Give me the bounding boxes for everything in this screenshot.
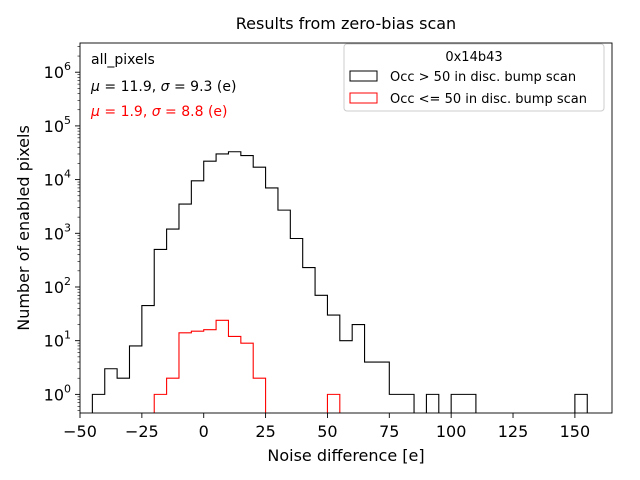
legend: 0x14b43 Occ > 50 in disc. bump scan Occ … [343,43,605,112]
x-tick-label: 100 [436,422,467,441]
x-axis: −50 −25 0 25 50 75 100 125 150 [63,413,590,441]
stat-sigma-value: 8.8 [181,104,203,120]
stat-mu-value: 11.9 [121,79,152,95]
y-tick-label: 101 [44,329,71,351]
x-axis-label: Noise difference [e] [267,446,424,465]
annotation-stats-red: μ = 1.9, σ = 8.8 (e) [90,104,228,120]
stat-mu-symbol: μ [90,79,100,95]
x-tick-label: 25 [255,422,275,441]
stat-mu-value: 1.9 [121,104,143,120]
legend-entry-label: Occ <= 50 in disc. bump scan [390,92,587,107]
y-tick-label: 100 [44,382,71,404]
chart-title: Results from zero-bias scan [236,14,456,33]
histogram-series-black [425,393,440,413]
stat-sigma-value: 9.3 [190,79,212,95]
y-tick-label: 102 [44,275,71,297]
histogram-series-red [326,393,341,413]
histogram-series-black [574,393,588,413]
stat-unit: (e) [208,104,228,120]
x-tick-label: 50 [317,422,337,441]
x-tick-label: 0 [199,422,209,441]
stat-sigma-symbol: σ [152,104,162,120]
stat-unit: (e) [217,79,237,95]
x-tick-label: 125 [498,422,529,441]
legend-title: 0x14b43 [445,50,502,65]
x-tick-label: −25 [125,422,159,441]
annotation-stats-black: μ = 11.9, σ = 9.3 (e) [90,79,236,95]
histogram-series-black [450,393,477,413]
y-axis-label: Number of enabled pixels [14,125,33,331]
plot-frame [79,42,613,414]
legend-swatch-black [349,70,378,82]
x-tick-label: −50 [63,422,97,441]
annotation-all-pixels: all_pixels [91,52,155,68]
y-axis: 100 101 102 103 104 105 106 [44,46,80,411]
legend-box [343,43,605,112]
histogram-series-black [91,151,415,413]
stat-sigma-symbol: σ [161,79,171,95]
legend-swatch-red [349,92,378,104]
legend-entry-label: Occ > 50 in disc. bump scan [390,70,576,85]
y-tick-label: 104 [44,168,71,190]
y-tick-label: 106 [44,60,71,82]
x-tick-label: 75 [379,422,399,441]
x-tick-label: 150 [560,422,591,441]
y-tick-label: 105 [44,114,71,136]
histogram-series-red [153,319,267,413]
stat-mu-symbol: μ [90,104,100,120]
y-tick-label: 103 [44,221,71,243]
